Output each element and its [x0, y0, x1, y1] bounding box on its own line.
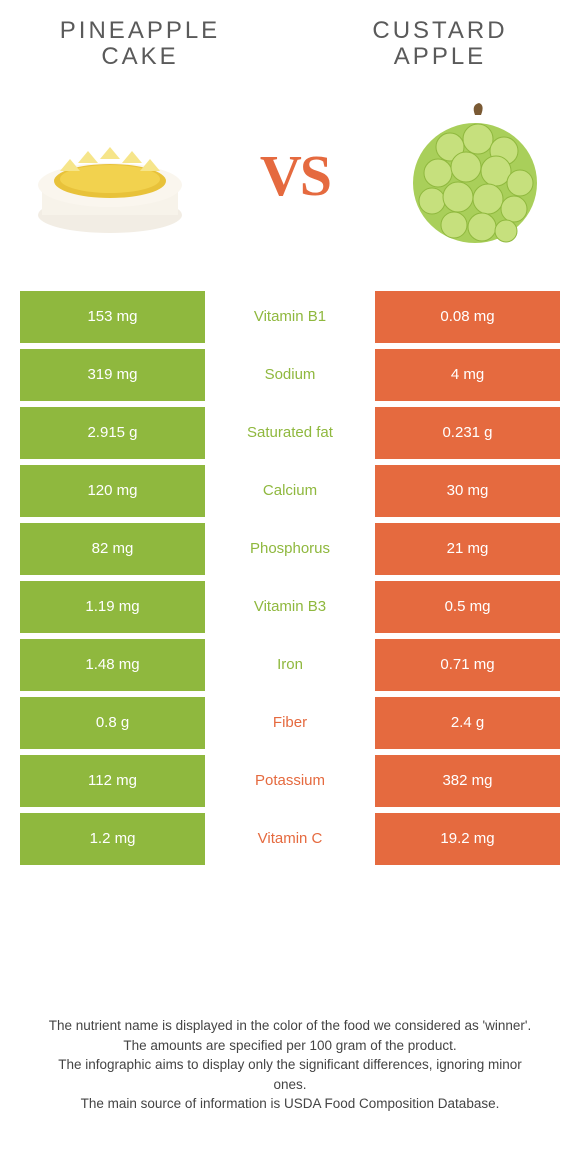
table-row: 1.2 mgVitamin C19.2 mg	[20, 813, 560, 865]
left-value-cell: 82 mg	[20, 523, 205, 575]
footnote-line: The main source of information is USDA F…	[40, 1094, 540, 1114]
footnote-line: The amounts are specified per 100 gram o…	[40, 1036, 540, 1056]
titles-row: PINEAPPLE CAKE CUSTARD APPLE	[0, 0, 580, 81]
table-row: 82 mgPhosphorus21 mg	[20, 523, 560, 575]
vs-label: VS	[260, 142, 330, 209]
nutrient-name-cell: Vitamin C	[205, 813, 375, 865]
left-value-cell: 1.48 mg	[20, 639, 205, 691]
right-food-title: CUSTARD APPLE	[340, 18, 540, 71]
footnote-line: The nutrient name is displayed in the co…	[40, 1016, 540, 1036]
nutrient-name-cell: Vitamin B1	[205, 291, 375, 343]
nutrient-name-cell: Phosphorus	[205, 523, 375, 575]
nutrient-name-cell: Calcium	[205, 465, 375, 517]
nutrient-name-cell: Fiber	[205, 697, 375, 749]
hero-row: VS	[0, 81, 580, 291]
nutrient-name-cell: Vitamin B3	[205, 581, 375, 633]
table-row: 0.8 gFiber2.4 g	[20, 697, 560, 749]
right-value-cell: 0.71 mg	[375, 639, 560, 691]
custard-apple-icon	[400, 101, 550, 251]
table-row: 2.915 gSaturated fat0.231 g	[20, 407, 560, 459]
left-value-cell: 1.2 mg	[20, 813, 205, 865]
left-value-cell: 1.19 mg	[20, 581, 205, 633]
footnotes: The nutrient name is displayed in the co…	[0, 1016, 580, 1114]
right-title-line1: CUSTARD	[372, 17, 507, 44]
table-row: 153 mgVitamin B10.08 mg	[20, 291, 560, 343]
left-value-cell: 0.8 g	[20, 697, 205, 749]
left-value-cell: 2.915 g	[20, 407, 205, 459]
right-value-cell: 2.4 g	[375, 697, 560, 749]
left-title-line2: CAKE	[101, 43, 178, 70]
table-row: 1.19 mgVitamin B30.5 mg	[20, 581, 560, 633]
left-value-cell: 112 mg	[20, 755, 205, 807]
left-food-title: PINEAPPLE CAKE	[40, 18, 240, 71]
right-value-cell: 30 mg	[375, 465, 560, 517]
right-value-cell: 19.2 mg	[375, 813, 560, 865]
table-row: 319 mgSodium4 mg	[20, 349, 560, 401]
nutrient-name-cell: Saturated fat	[205, 407, 375, 459]
nutrient-name-cell: Potassium	[205, 755, 375, 807]
nutrient-name-cell: Iron	[205, 639, 375, 691]
left-value-cell: 319 mg	[20, 349, 205, 401]
footnote-line: The infographic aims to display only the…	[40, 1055, 540, 1094]
right-value-cell: 4 mg	[375, 349, 560, 401]
nutrient-table: 153 mgVitamin B10.08 mg 319 mgSodium4 mg 2…	[20, 291, 560, 865]
left-value-cell: 120 mg	[20, 465, 205, 517]
table-row: 112 mgPotassium382 mg	[20, 755, 560, 807]
right-value-cell: 0.231 g	[375, 407, 560, 459]
table-row: 120 mgCalcium30 mg	[20, 465, 560, 517]
left-value-cell: 153 mg	[20, 291, 205, 343]
left-title-line1: PINEAPPLE	[60, 17, 220, 44]
pineapple-cake-icon	[30, 111, 190, 241]
right-title-line2: APPLE	[394, 43, 486, 70]
right-value-cell: 0.08 mg	[375, 291, 560, 343]
nutrient-name-cell: Sodium	[205, 349, 375, 401]
table-row: 1.48 mgIron0.71 mg	[20, 639, 560, 691]
right-value-cell: 0.5 mg	[375, 581, 560, 633]
right-value-cell: 382 mg	[375, 755, 560, 807]
right-value-cell: 21 mg	[375, 523, 560, 575]
